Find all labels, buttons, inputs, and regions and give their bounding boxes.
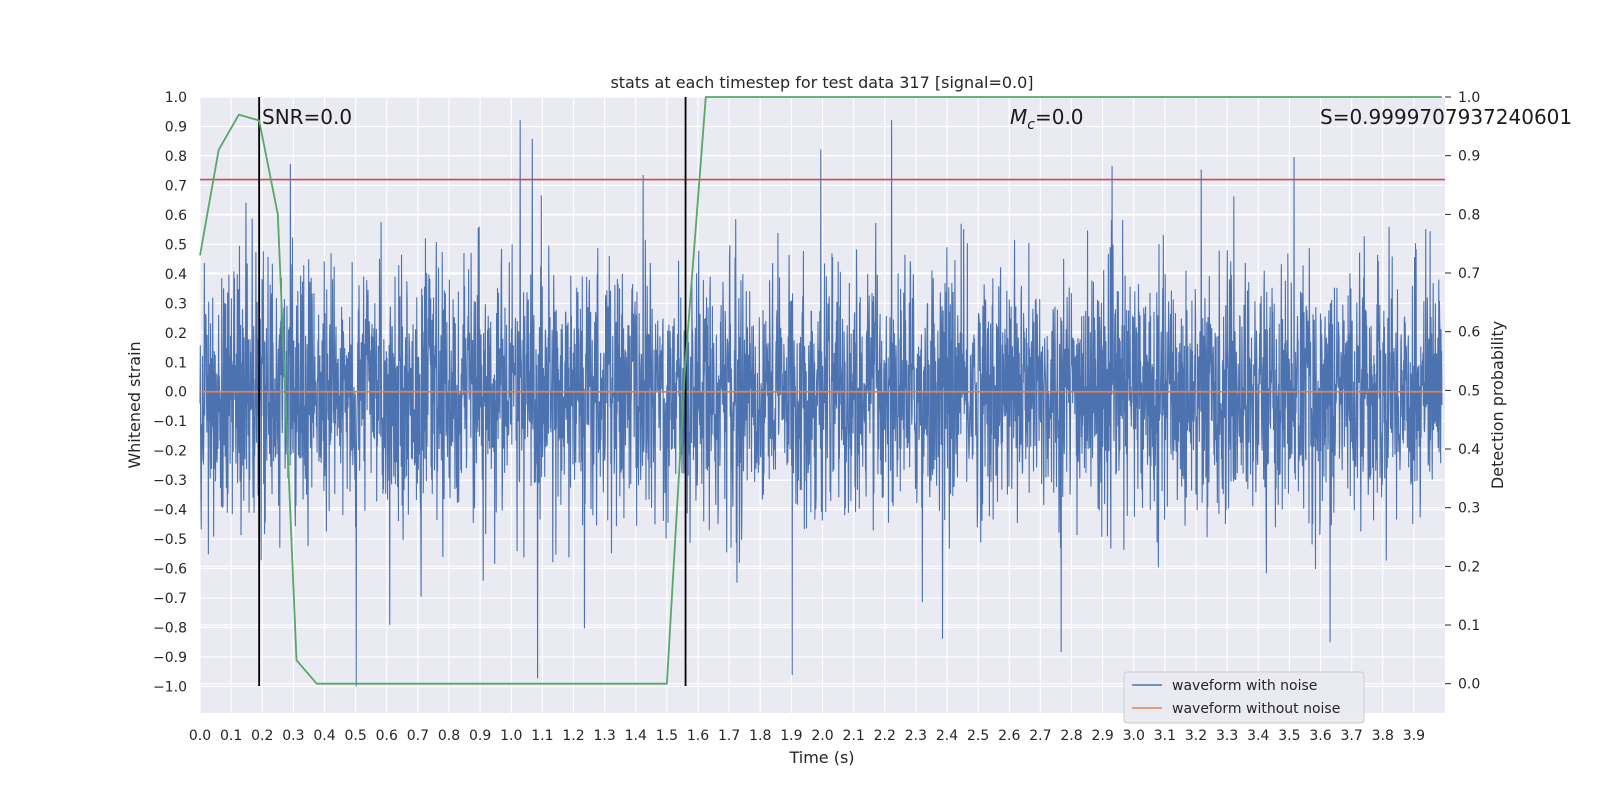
y2-tick-label: 0.7 <box>1458 266 1480 282</box>
y2-tick-label: 0.4 <box>1458 442 1480 458</box>
x-tick-label: 0.0 <box>189 728 211 744</box>
x-tick-label: 2.9 <box>1091 728 1113 744</box>
y-tick-label: −0.3 <box>153 473 187 489</box>
x-tick-label: 2.0 <box>811 728 833 744</box>
y-tick-label: −0.6 <box>153 562 187 578</box>
x-tick-label: 3.7 <box>1340 728 1362 744</box>
x-tick-label: 2.5 <box>967 728 989 744</box>
series-waveform-with-noise <box>199 120 1443 687</box>
y-tick-label: 0.9 <box>165 119 187 135</box>
y-tick-label: −0.8 <box>153 621 187 637</box>
x-tick-label: 1.8 <box>749 728 771 744</box>
x-tick-label: 1.2 <box>562 728 584 744</box>
x-tick-label: 2.3 <box>905 728 927 744</box>
x-tick-label: 3.6 <box>1309 728 1331 744</box>
y2-tick-label: 0.3 <box>1458 501 1480 517</box>
waveform-with-noise-line <box>199 120 1443 687</box>
y-tick-label: 0.6 <box>165 208 187 224</box>
y-tick-label: 0.5 <box>165 237 187 253</box>
x-tick-label: 0.7 <box>407 728 429 744</box>
y-tick-labels: 1.0 0.9 0.8 0.7 0.6 0.5 0.4 0.3 0.2 0.1 0.0 −0.1 −0.… <box>153 90 187 695</box>
x-tick-label: 1.1 <box>531 728 553 744</box>
x-tick-label: 2.6 <box>998 728 1020 744</box>
x-tick-label: 0.5 <box>344 728 366 744</box>
x-tick-label: 0.6 <box>376 728 398 744</box>
y2-tick-label: 0.8 <box>1458 207 1480 223</box>
legend-label-clean: waveform without noise <box>1172 701 1340 717</box>
y-tick-label: −0.5 <box>153 532 187 548</box>
legend-box <box>1123 671 1365 724</box>
x-tick-label: 0.3 <box>282 728 304 744</box>
y-tick-label: −0.7 <box>153 591 187 607</box>
x-tick-label: 0.4 <box>313 728 335 744</box>
y-tick-label: 0.0 <box>165 385 187 401</box>
y2-tick-label: 0.9 <box>1458 149 1480 165</box>
y-axis-label: Whitened strain <box>125 341 144 468</box>
x-tick-label: 3.9 <box>1403 728 1425 744</box>
x-axis-label: Time (s) <box>788 748 854 767</box>
x-tick-label: 1.7 <box>718 728 740 744</box>
x-tick-label: 3.1 <box>1154 728 1176 744</box>
x-tick-label: 1.3 <box>593 728 615 744</box>
x-tick-label: 3.0 <box>1123 728 1145 744</box>
x-tick-label: 2.1 <box>842 728 864 744</box>
y-tick-label: 0.1 <box>165 355 187 371</box>
y-tick-label: 0.8 <box>165 149 187 165</box>
x-tick-label: 1.0 <box>500 728 522 744</box>
mc-subscript: c <box>1027 117 1035 133</box>
y-tick-label: −1.0 <box>153 679 187 695</box>
y2-axis-label: Detection probability <box>1488 321 1507 489</box>
y2-tick-label: 0.1 <box>1458 618 1480 634</box>
y-tick-label: 0.4 <box>165 267 187 283</box>
chart-title: stats at each timestep for test data 317… <box>610 73 1033 92</box>
detection-probability-layer <box>199 96 1442 685</box>
y-tick-label: −0.4 <box>153 503 187 519</box>
x-tick-label: 0.1 <box>220 728 242 744</box>
x-tick-label: 0.2 <box>251 728 273 744</box>
mc-value: =0.0 <box>1035 105 1084 129</box>
x-tick-label: 0.8 <box>438 728 460 744</box>
x-tick-label: 3.2 <box>1185 728 1207 744</box>
y2-tick-label: 0.0 <box>1458 677 1480 693</box>
y2-tick-label: 1.0 <box>1458 90 1480 106</box>
x-tick-label: 0.9 <box>469 728 491 744</box>
x-tick-label: 3.3 <box>1216 728 1238 744</box>
x-tick-label: 2.8 <box>1060 728 1082 744</box>
x-tick-label: 1.6 <box>687 728 709 744</box>
x-tick-label: 3.4 <box>1247 728 1269 744</box>
y-tick-label: 0.2 <box>165 326 187 342</box>
y-tick-label: 0.3 <box>165 296 187 312</box>
y-tick-label: 1.0 <box>165 90 187 106</box>
y-tick-label: −0.1 <box>153 414 187 430</box>
s-annotation: S=0.9999707937240601 <box>1320 105 1572 129</box>
x-tick-label: 1.5 <box>656 728 678 744</box>
y2-tick-label: 0.5 <box>1458 383 1480 399</box>
x-tick-label: 1.4 <box>625 728 647 744</box>
y-tick-label: 0.7 <box>165 178 187 194</box>
x-tick-labels: 0.0 0.1 0.2 0.3 0.4 0.5 0.6 0.7 0.8 0.9 1.0 1.1 1.2 1… <box>189 728 1425 744</box>
legend-label-noise: waveform with noise <box>1172 678 1317 694</box>
detection-probability-line <box>199 96 1442 685</box>
x-tick-label: 3.8 <box>1372 728 1394 744</box>
x-tick-label: 2.7 <box>1029 728 1051 744</box>
x-tick-label: 1.9 <box>780 728 802 744</box>
y-tick-label: −0.9 <box>153 650 187 666</box>
x-tick-label: 2.2 <box>874 728 896 744</box>
x-tick-label: 2.4 <box>936 728 958 744</box>
mc-symbol: M <box>1010 105 1027 129</box>
y-tick-label: −0.2 <box>153 444 187 460</box>
y2-tick-labels: 1.0 0.9 0.8 0.7 0.6 0.5 0.4 0.3 0.2 0.1 0.0 <box>1445 90 1480 693</box>
mc-annotation: Mc=0.0 <box>1010 105 1084 133</box>
y2-tick-label: 0.2 <box>1458 559 1480 575</box>
snr-annotation: SNR=0.0 <box>262 105 352 129</box>
x-tick-label: 3.5 <box>1278 728 1300 744</box>
vertical-marker-layer <box>258 97 687 686</box>
legend: waveform with noise waveform without noi… <box>1123 671 1365 724</box>
y2-tick-label: 0.6 <box>1458 325 1480 341</box>
